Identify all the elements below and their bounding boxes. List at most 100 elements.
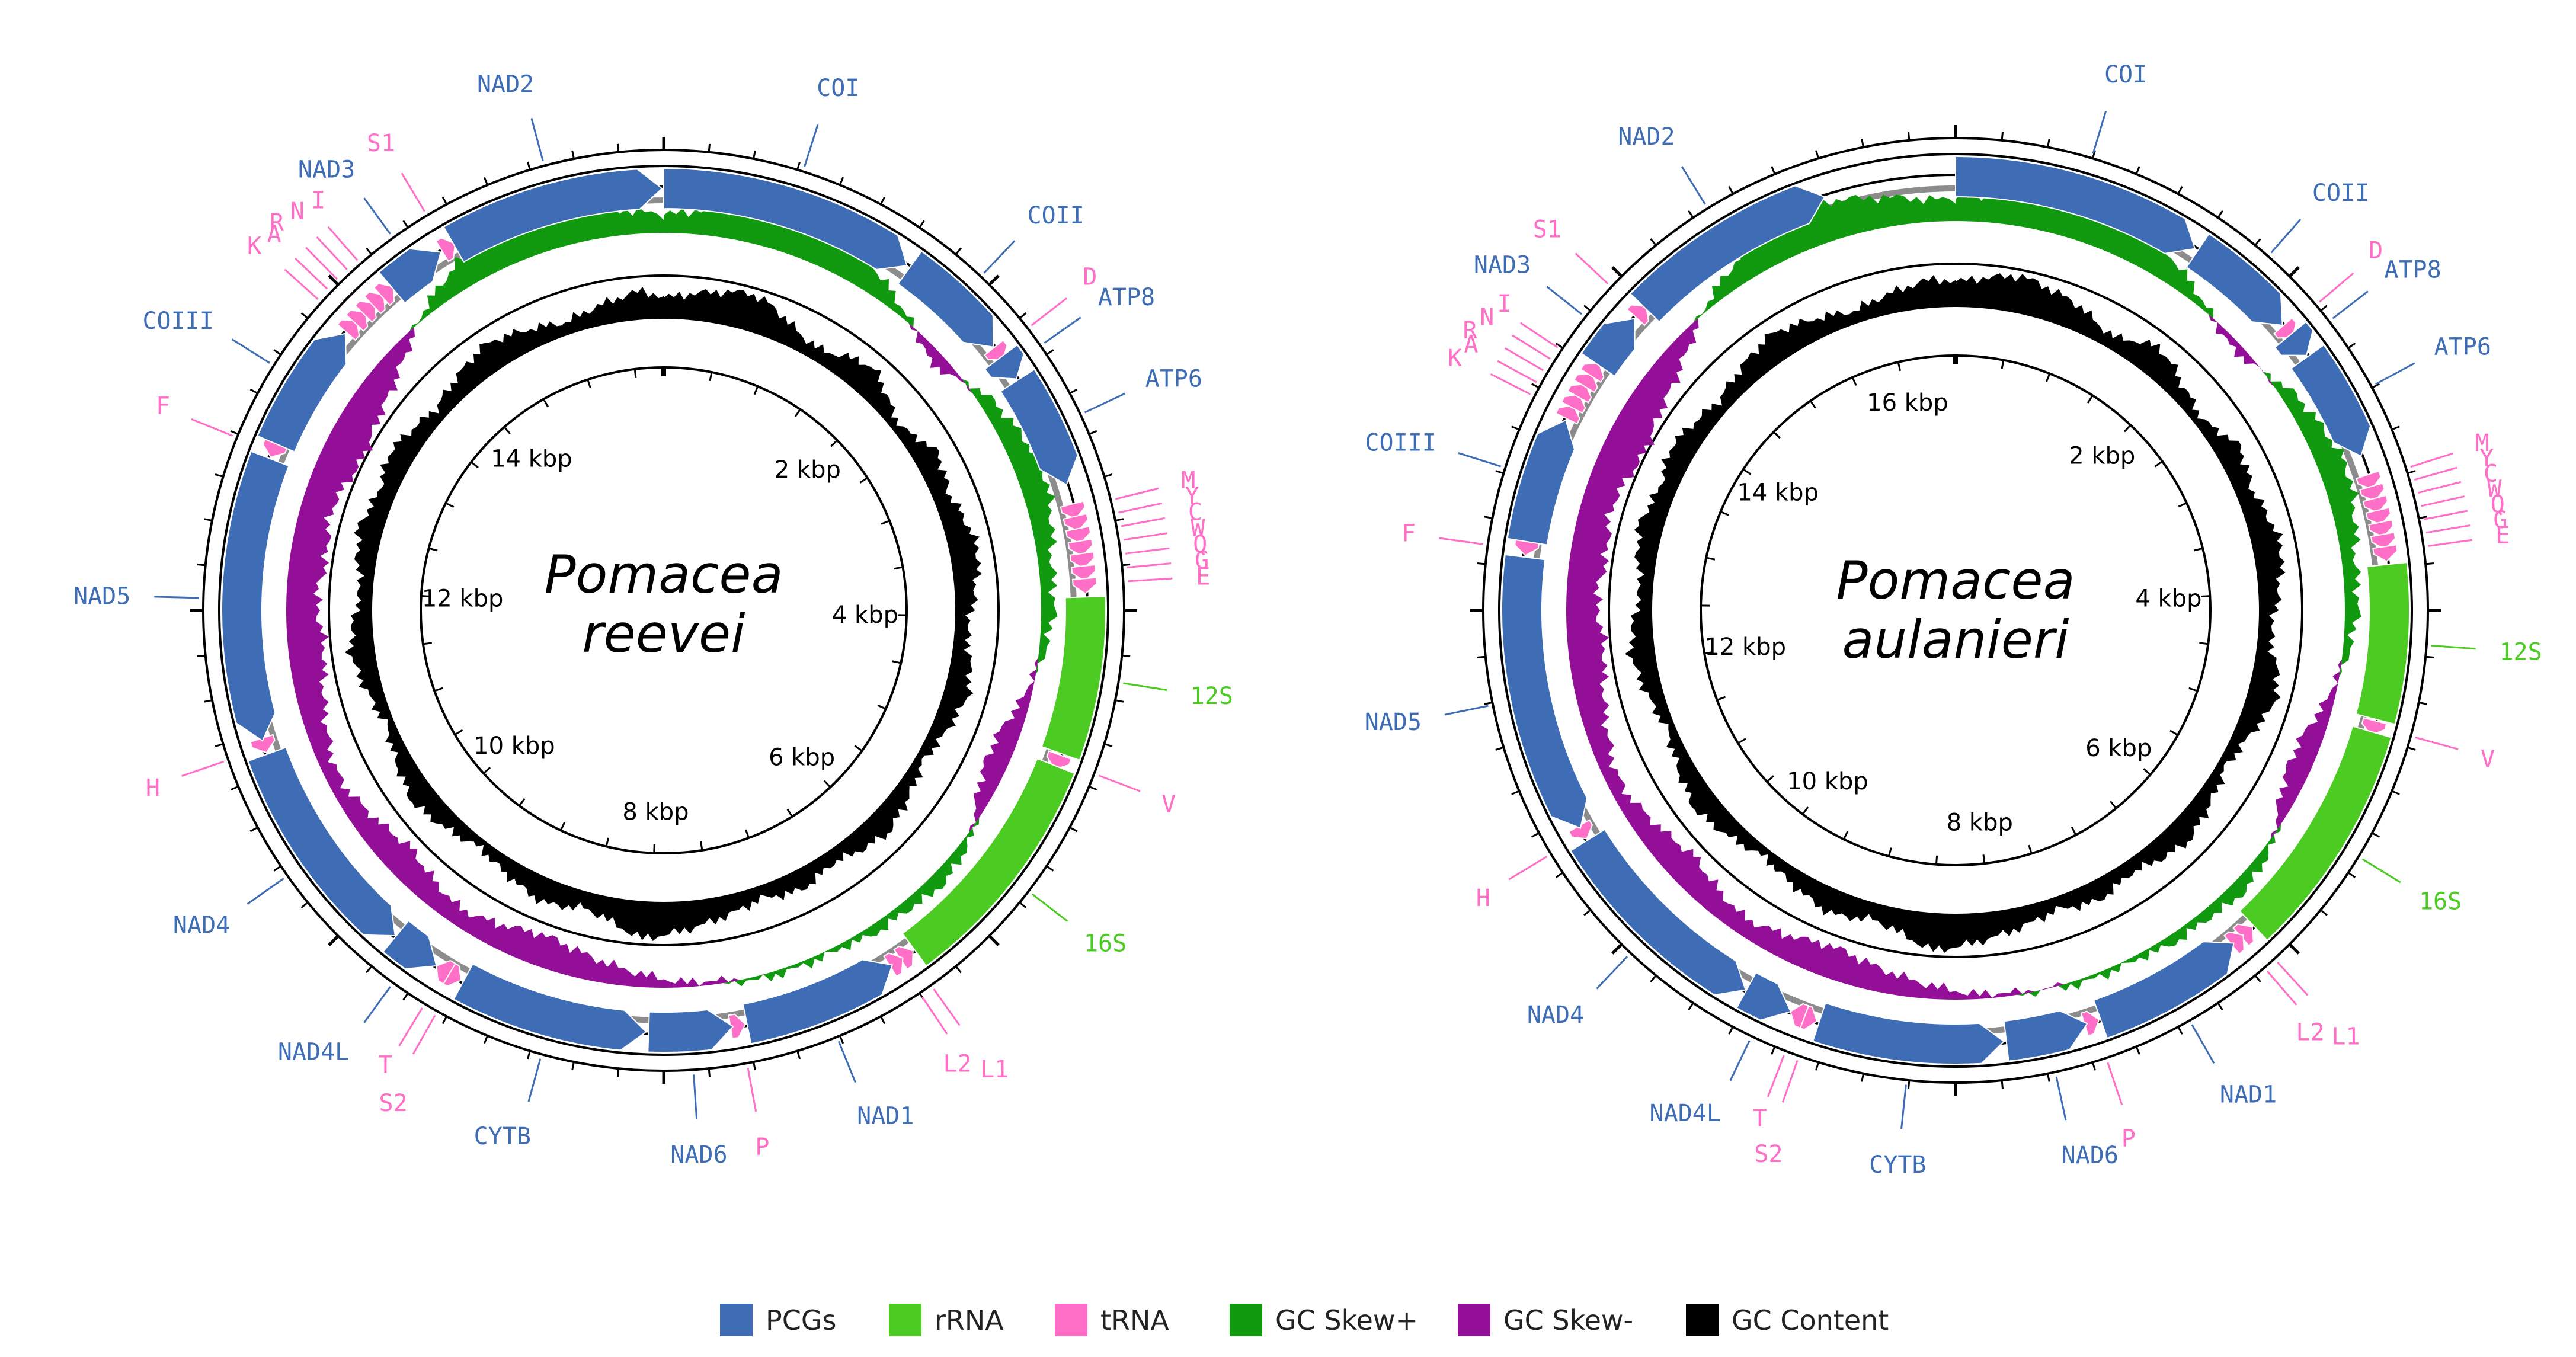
- feature-12s: [1041, 596, 1106, 761]
- outer-tick: [1650, 238, 1657, 246]
- feature-atp8: [2274, 321, 2314, 356]
- feature-label-v: V: [1161, 791, 1176, 818]
- outer-tick: [2407, 470, 2416, 475]
- outer-tick: [1688, 210, 1694, 219]
- outer-tick: [1771, 166, 1776, 175]
- kbp-tick: [744, 829, 750, 838]
- kbp-label: 14 kbp: [1737, 479, 1819, 507]
- map-pomacea-aulanieri: 2 kbp 4 kbp 6 kbp 8 kbp 10 kbp 12 kbp 14 kbp 16…: [1365, 61, 2542, 1179]
- outer-tick: [988, 274, 1000, 286]
- kbp-tick: [543, 398, 549, 408]
- feature-label-p: P: [2121, 1125, 2136, 1153]
- kbp-tick: [1982, 854, 1986, 864]
- feature-label-c: C: [2484, 460, 2498, 487]
- feature-i: [373, 283, 395, 306]
- outer-tick: [1531, 832, 1540, 838]
- feature-label-nad3: NAD3: [298, 156, 355, 184]
- outer-tick: [796, 161, 801, 170]
- kbp-tick: [503, 426, 511, 434]
- outer-tick: [1484, 516, 1493, 519]
- feature-label-nad4l: NAD4L: [1650, 1100, 1721, 1127]
- feature-c: [1065, 526, 1092, 545]
- label-leader: [747, 1067, 757, 1112]
- feature-label-l2: L2: [2296, 1019, 2325, 1046]
- label-leader: [181, 760, 225, 777]
- outer-tick: [2391, 790, 2400, 795]
- feature-label-l1: L1: [980, 1056, 1009, 1083]
- label-leader: [1767, 1055, 1785, 1097]
- outer-tick: [1046, 349, 1054, 356]
- feature-12s: [2355, 561, 2410, 725]
- outer-tick: [2418, 516, 2427, 519]
- label-leader: [693, 1074, 698, 1119]
- feature-label-m: M: [2475, 430, 2489, 457]
- outer-tick: [2320, 909, 2328, 916]
- label-leader: [1497, 360, 1537, 383]
- feature-label-coi: COI: [2104, 61, 2147, 88]
- kbp-tick: [823, 780, 831, 788]
- feature-label-q: Q: [2491, 491, 2505, 519]
- feature-coiii: [257, 332, 347, 453]
- outer-tick: [366, 965, 373, 974]
- label-leader: [1519, 322, 1559, 348]
- kbp-label: 6 kbp: [2085, 735, 2152, 762]
- label-leader: [247, 878, 284, 905]
- feature-label-h: H: [146, 774, 160, 802]
- feature-label-s1: S1: [1533, 216, 1561, 243]
- outer-tick: [215, 473, 223, 478]
- kbp-tick: [587, 379, 591, 389]
- label-leader: [1512, 334, 1551, 360]
- feature-label-p: P: [755, 1134, 769, 1161]
- label-leader: [2428, 539, 2473, 547]
- outer-tick: [1089, 430, 1097, 436]
- feature-label-atp6: ATP6: [2434, 333, 2491, 360]
- outer-tick: [879, 196, 886, 205]
- outer-tick: [2288, 266, 2300, 278]
- feature-label-nad5: NAD5: [1365, 709, 1422, 736]
- feature-label-w: W: [2487, 475, 2502, 503]
- kbp-label: 8 kbp: [1947, 809, 2013, 837]
- outer-tick: [2391, 425, 2400, 431]
- outer-tick: [1531, 383, 1540, 389]
- feature-label-12s: 12S: [1191, 683, 1233, 710]
- outer-tick: [1555, 872, 1564, 878]
- feature-label-y: Y: [2479, 445, 2494, 472]
- feature-label-y: Y: [1185, 483, 1199, 510]
- kbp-tick: [2001, 360, 2005, 369]
- outer-tick: [1089, 785, 1097, 791]
- label-leader: [231, 338, 271, 364]
- kbp-tick: [428, 547, 438, 552]
- kbp-tick: [519, 798, 526, 806]
- feature-coii: [2185, 233, 2283, 326]
- outer-tick: [2372, 383, 2380, 389]
- outer-tick: [1861, 1073, 1864, 1082]
- label-leader: [1127, 562, 1172, 569]
- outer-tick: [955, 247, 962, 255]
- legend: PCGs rRNA tRNA GC Skew+ GC Skew- GC Cont…: [720, 1304, 1889, 1336]
- feature-label-n: N: [1480, 303, 1494, 331]
- feature-cytb: [1812, 1002, 2005, 1065]
- label-leader: [1439, 537, 1483, 545]
- label-leader: [1128, 577, 1173, 583]
- feature-label-a: A: [1464, 331, 1478, 358]
- outer-tick: [2407, 746, 2416, 751]
- outer-tick: [441, 196, 448, 205]
- label-leader: [1444, 705, 1489, 716]
- label-leader: [154, 596, 199, 599]
- outer-tick: [753, 1061, 756, 1071]
- outer-tick: [1611, 943, 1623, 955]
- kbp-label: 12 kbp: [422, 585, 504, 613]
- kbp-label: 16 kbp: [1867, 389, 1948, 417]
- feature-coii: [897, 250, 994, 348]
- label-leader: [2277, 961, 2309, 996]
- outer-tick: [1069, 826, 1078, 833]
- kbp-tick: [483, 766, 491, 774]
- label-leader: [1900, 1084, 1907, 1129]
- label-leader: [2417, 481, 2462, 494]
- label-leader: [1032, 893, 1068, 922]
- outer-tick: [203, 699, 213, 703]
- label-leader: [803, 124, 819, 168]
- label-leader: [2191, 1024, 2215, 1064]
- outer-tick: [526, 161, 531, 170]
- outer-tick: [1511, 790, 1520, 795]
